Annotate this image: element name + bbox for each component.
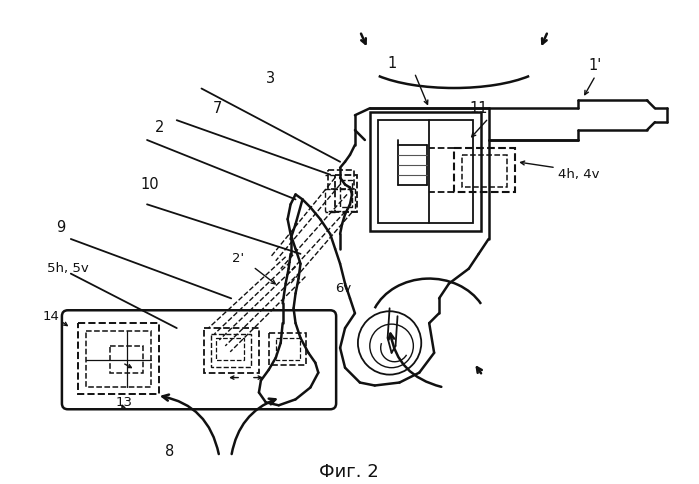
Bar <box>269 333 306 365</box>
FancyBboxPatch shape <box>62 310 336 409</box>
Text: 14: 14 <box>42 310 59 323</box>
Text: 7: 7 <box>212 101 222 116</box>
Text: 5h, 5v: 5h, 5v <box>47 262 89 275</box>
Bar <box>205 328 259 373</box>
Bar <box>329 170 354 189</box>
Bar <box>454 148 515 193</box>
Text: 9: 9 <box>56 220 65 235</box>
Bar <box>340 180 352 207</box>
Bar <box>370 112 481 231</box>
Text: 8: 8 <box>165 444 175 459</box>
Bar <box>325 189 355 211</box>
Text: 1: 1 <box>387 56 396 71</box>
Text: 3: 3 <box>266 71 275 86</box>
Bar <box>86 331 151 388</box>
Text: 10: 10 <box>140 177 159 192</box>
Bar <box>335 175 357 212</box>
Bar <box>211 334 251 367</box>
Text: 11: 11 <box>470 101 488 116</box>
Text: 13: 13 <box>116 396 133 409</box>
Bar <box>217 338 244 360</box>
Bar <box>110 346 143 373</box>
Bar <box>78 323 159 394</box>
Bar <box>462 155 507 186</box>
Text: 2': 2' <box>232 252 244 265</box>
Text: 1': 1' <box>589 58 602 73</box>
Bar <box>377 120 473 223</box>
Text: 2: 2 <box>155 120 164 135</box>
Text: 4h, 4v: 4h, 4v <box>558 168 599 181</box>
Text: 6v: 6v <box>335 282 352 295</box>
Circle shape <box>358 311 421 375</box>
Text: Фиг. 2: Фиг. 2 <box>319 463 379 481</box>
Bar <box>275 338 301 360</box>
